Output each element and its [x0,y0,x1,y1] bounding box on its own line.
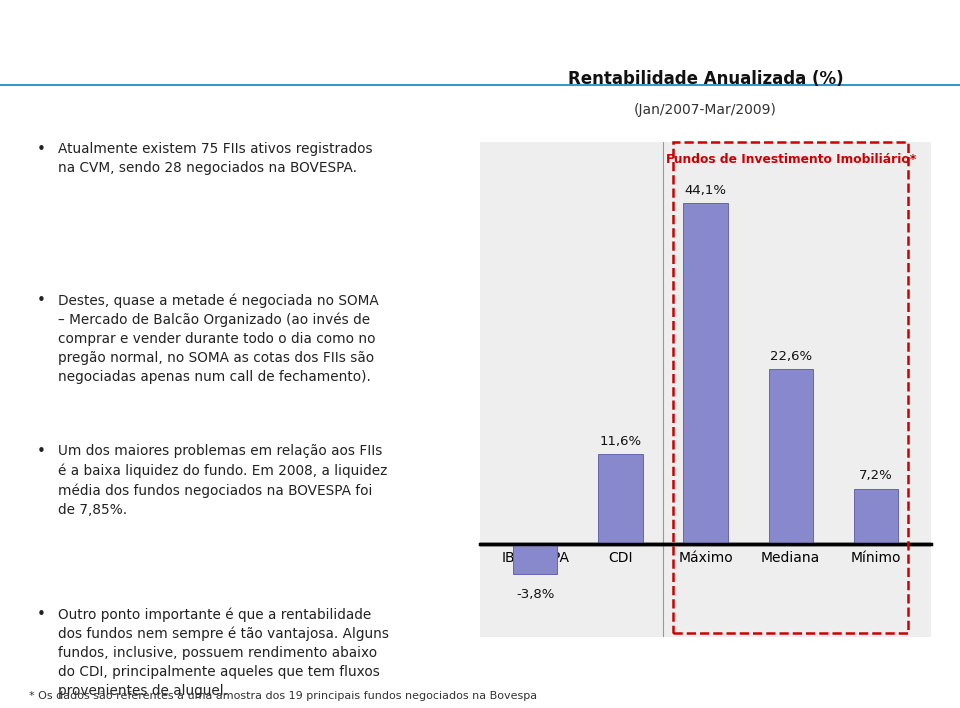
Text: •: • [37,607,46,622]
Text: 22,6%: 22,6% [770,350,812,363]
Text: Um dos maiores problemas em relação aos FIIs
é a baixa liquidez do fundo. Em 200: Um dos maiores problemas em relação aos … [59,445,388,517]
Text: •: • [37,142,46,156]
Text: O mercado de fundos imobiliários no Brasil: O mercado de fundos imobiliários no Bras… [29,40,737,67]
Bar [684,202,728,544]
Text: •: • [37,293,46,308]
Text: •: • [37,445,46,459]
Text: 44,1%: 44,1% [684,183,727,197]
Bar [853,489,898,544]
Text: (Jan/2007-Mar/2009): (Jan/2007-Mar/2009) [635,103,777,117]
Text: 7,2%: 7,2% [859,469,893,482]
Text: Outro ponto importante é que a rentabilidade
dos fundos nem sempre é tão vantajo: Outro ponto importante é que a rentabili… [59,607,390,698]
Text: Fundos de Investimento Imobiliário*: Fundos de Investimento Imobiliário* [665,153,916,166]
Bar [598,455,642,544]
Text: -3,8%: -3,8% [516,588,555,600]
Bar [769,370,813,544]
Text: Destes, quase a metade é negociada no SOMA
– Mercado de Balcão Organizado (ao in: Destes, quase a metade é negociada no SO… [59,293,379,384]
Bar [673,142,908,634]
Text: * Os dados são referentes a uma amostra dos 19 principais fundos negociados na B: * Os dados são referentes a uma amostra … [29,691,537,701]
Text: 11,6%: 11,6% [599,435,641,448]
Bar [514,544,558,573]
Text: Rentabilidade Anualizada (%): Rentabilidade Anualizada (%) [567,71,844,88]
Text: Atualmente existem 75 FIIs ativos registrados
na CVM, sendo 28 negociados na BOV: Atualmente existem 75 FIIs ativos regist… [59,142,373,175]
